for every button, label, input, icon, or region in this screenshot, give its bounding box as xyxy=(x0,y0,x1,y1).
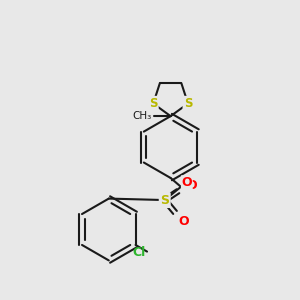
Text: S: S xyxy=(160,194,169,207)
Text: S: S xyxy=(149,97,158,110)
Text: O: O xyxy=(178,215,189,228)
Text: CH₃: CH₃ xyxy=(133,110,152,121)
Text: S: S xyxy=(184,97,192,110)
Text: Cl: Cl xyxy=(132,246,146,259)
Text: O: O xyxy=(186,179,197,192)
Text: O: O xyxy=(182,176,192,189)
